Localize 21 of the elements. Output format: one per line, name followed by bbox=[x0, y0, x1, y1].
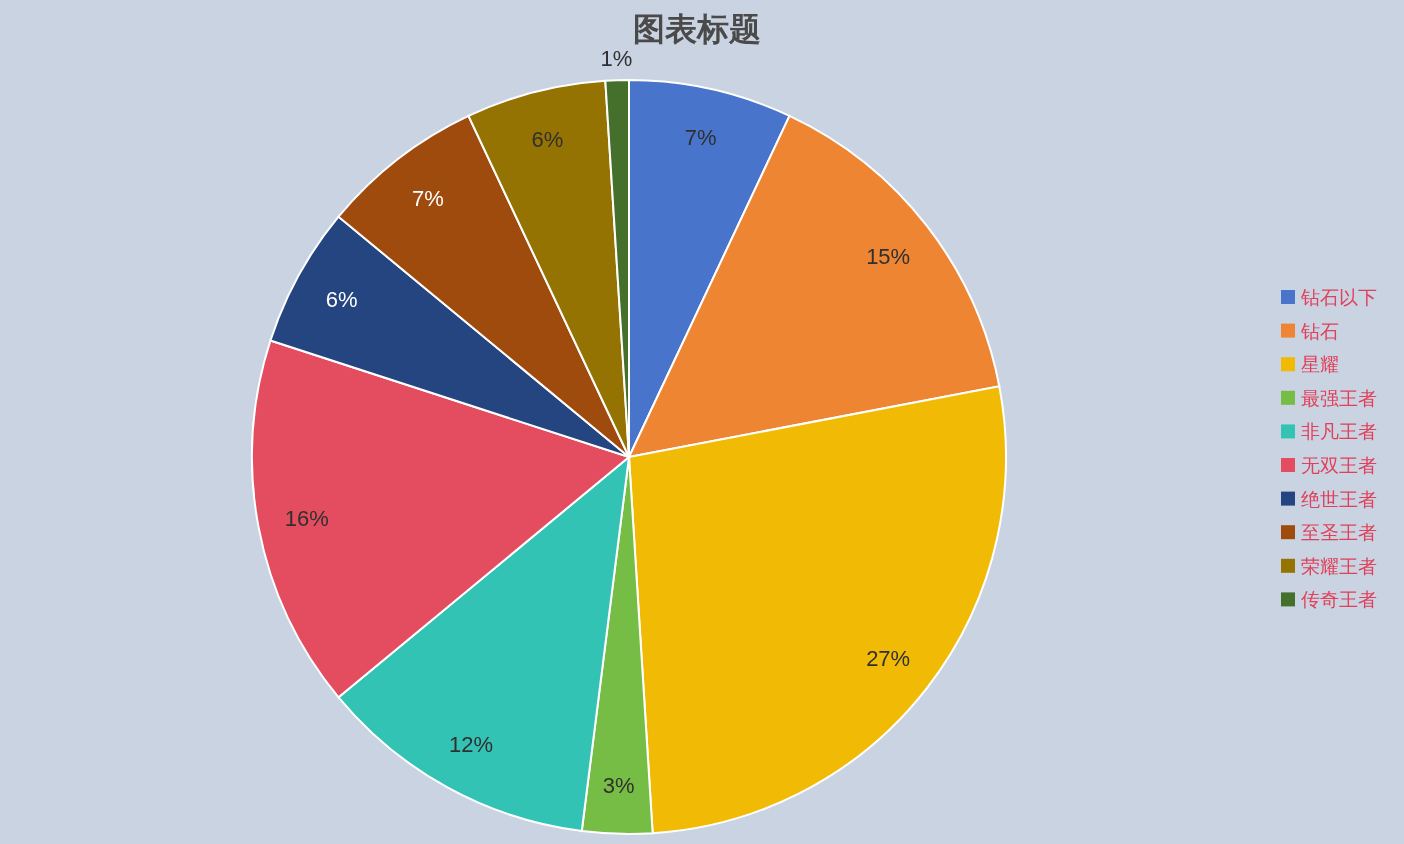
data-label: 7% bbox=[684, 124, 717, 150]
legend-label: 传奇王者 bbox=[1301, 588, 1377, 611]
data-label: 3% bbox=[602, 772, 635, 798]
legend-label: 绝世王者 bbox=[1301, 487, 1377, 510]
data-label: 27% bbox=[866, 646, 911, 672]
data-label: 15% bbox=[866, 243, 911, 269]
legend-label: 非凡王者 bbox=[1301, 420, 1377, 443]
legend-label: 星耀 bbox=[1301, 353, 1339, 376]
chart-title: 图表标题 bbox=[633, 10, 761, 48]
data-label: 1% bbox=[600, 46, 633, 72]
legend-label: 至圣王者 bbox=[1301, 521, 1377, 544]
data-label: 7% bbox=[412, 185, 444, 211]
data-label: 16% bbox=[284, 506, 329, 532]
data-label: 6% bbox=[325, 286, 358, 312]
data-label: 6% bbox=[531, 127, 564, 153]
legend-label: 钻石以下 bbox=[1300, 286, 1377, 308]
legend-label: 无双王者 bbox=[1301, 454, 1377, 476]
legend-label: 最强王者 bbox=[1301, 386, 1377, 409]
legend-label: 荣耀王者 bbox=[1301, 554, 1377, 577]
legend-label: 钻石 bbox=[1300, 319, 1339, 342]
data-label: 12% bbox=[448, 732, 494, 758]
